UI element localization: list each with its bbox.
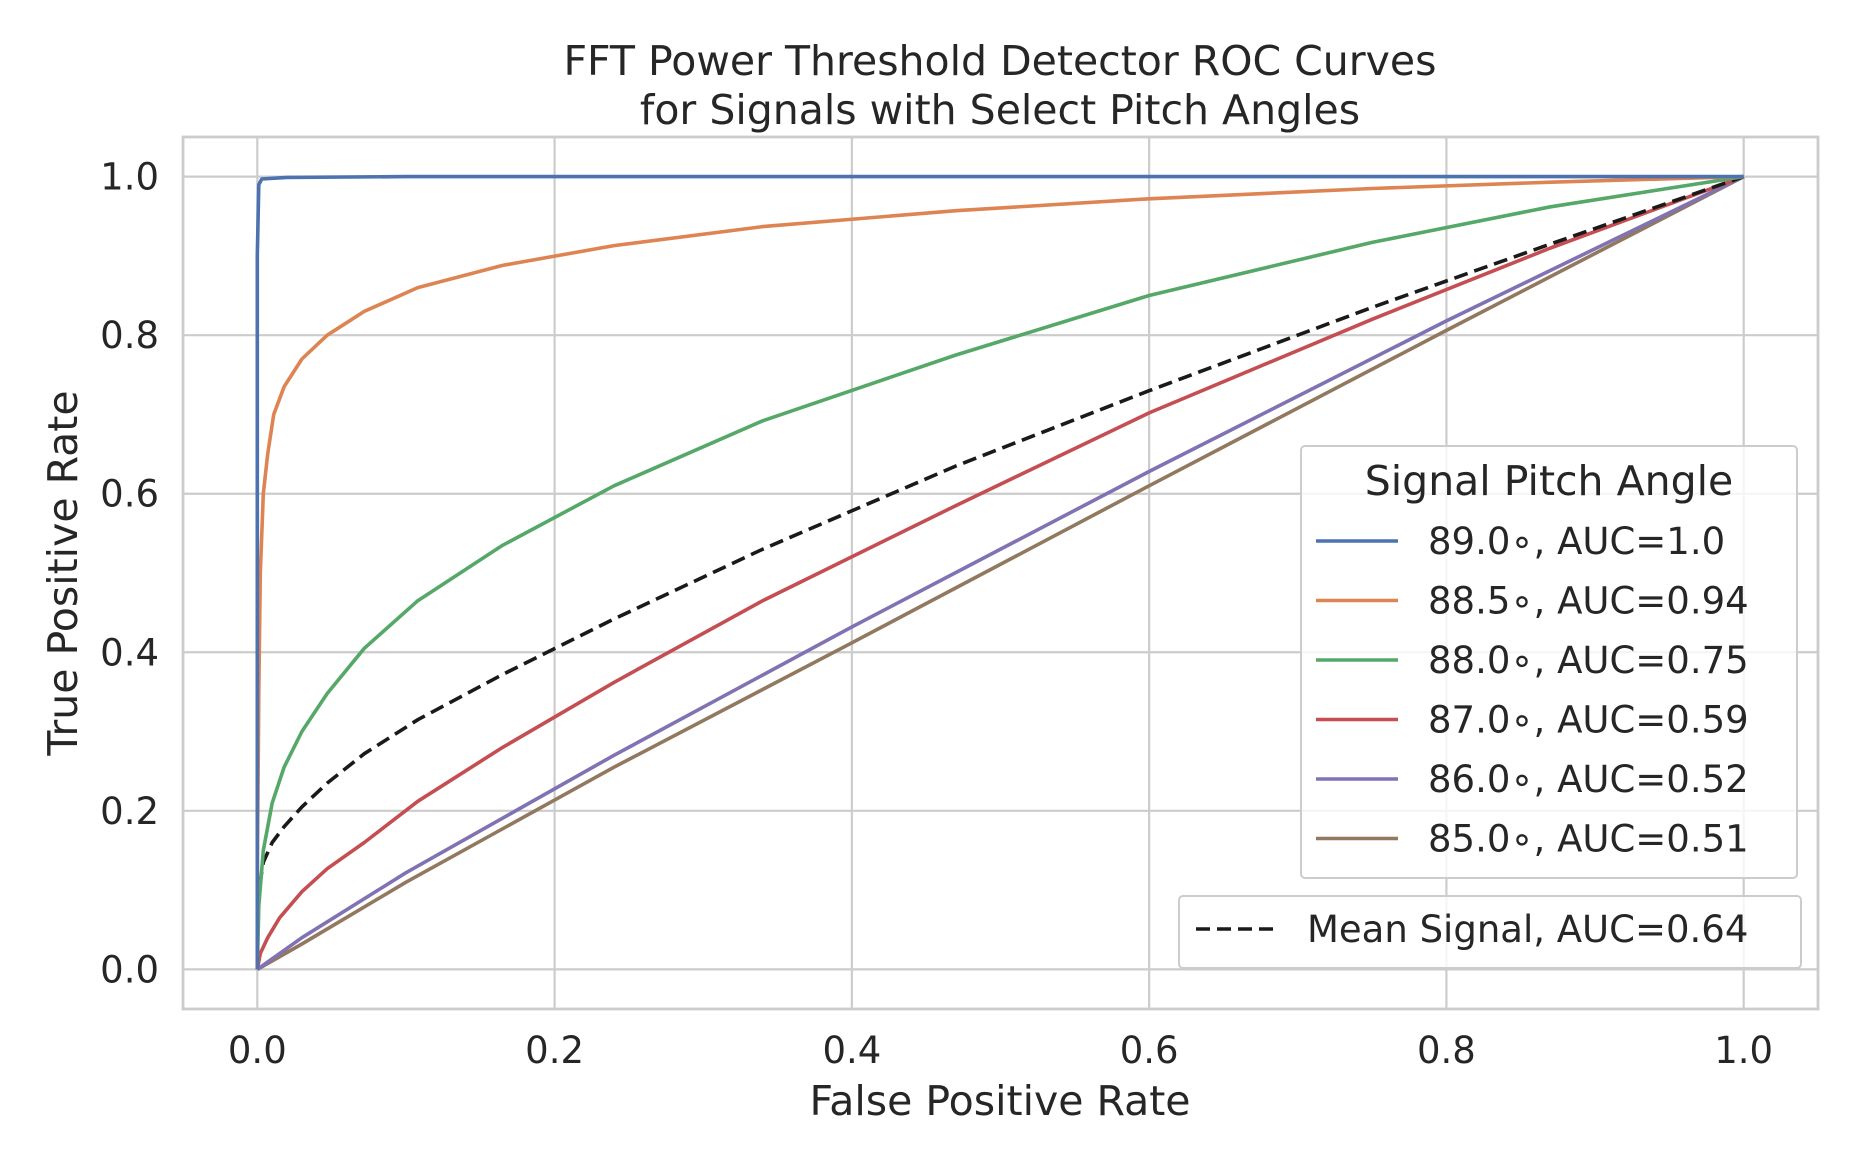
legend-title: Signal Pitch Angle [1365,457,1734,505]
x-tick-label: 0.2 [525,1029,584,1072]
legend-entry-label: 87.0∘, AUC=0.59 [1428,699,1749,742]
x-tick-label: 0.8 [1417,1029,1476,1072]
y-tick-labels: 0.0 0.2 0.4 0.6 0.8 1.0 [100,156,159,992]
x-tick-label: 0.4 [822,1029,881,1072]
legend-entry-label: 85.0∘, AUC=0.51 [1428,818,1749,861]
legend-entry-label: 86.0∘, AUC=0.52 [1428,758,1749,801]
y-tick-label: 0.8 [100,314,159,357]
chart-title-line-1: FFT Power Threshold Detector ROC Curves [563,37,1436,85]
y-tick-label: 0.6 [100,473,159,516]
chart-title-line-2: for Signals with Select Pitch Angles [640,86,1360,134]
y-tick-label: 0.2 [100,790,159,833]
axes-frame [181,135,1820,1011]
y-tick-label: 1.0 [100,156,159,199]
legend-entry-label: 89.0∘, AUC=1.0 [1428,520,1725,563]
legend-entry-label: 88.5∘, AUC=0.94 [1428,580,1749,623]
x-tick-labels: 0.0 0.2 0.4 0.6 0.8 1.0 [228,1029,1773,1072]
y-tick-label: 0.0 [100,948,159,991]
legend-entries: 89.0∘, AUC=1.0 88.5∘, AUC=0.94 88.0∘, AUC=… [1316,520,1749,861]
x-tick-label: 0.0 [228,1029,287,1072]
legend: Signal Pitch Angle 89.0∘, AUC=1.0 88.5∘, … [1300,445,1798,879]
legend-frame [1300,445,1798,879]
mean-legend-frame [1178,895,1802,969]
series-line-3 [255,174,1745,970]
series-line-0 [255,174,1744,970]
legend-entry-label: 88.0∘, AUC=0.75 [1428,639,1749,682]
y-axis-label: True Positive Rate [39,390,87,756]
series-line-1 [255,174,1744,970]
mean-legend-label: Mean Signal, AUC=0.64 [1307,908,1748,951]
series-line-5 [256,175,1745,971]
x-tick-label: 0.6 [1120,1029,1179,1072]
series-line-2 [255,174,1744,970]
x-tick-label: 1.0 [1714,1029,1773,1072]
plot-area [181,135,1820,1011]
mean-legend: Mean Signal, AUC=0.64 [1178,895,1802,969]
series-layer [255,174,1745,971]
series-line-6 [255,174,1745,970]
x-axis-label: False Positive Rate [809,1077,1190,1125]
series-line-4 [256,174,1745,971]
y-tick-label: 0.4 [100,631,159,674]
